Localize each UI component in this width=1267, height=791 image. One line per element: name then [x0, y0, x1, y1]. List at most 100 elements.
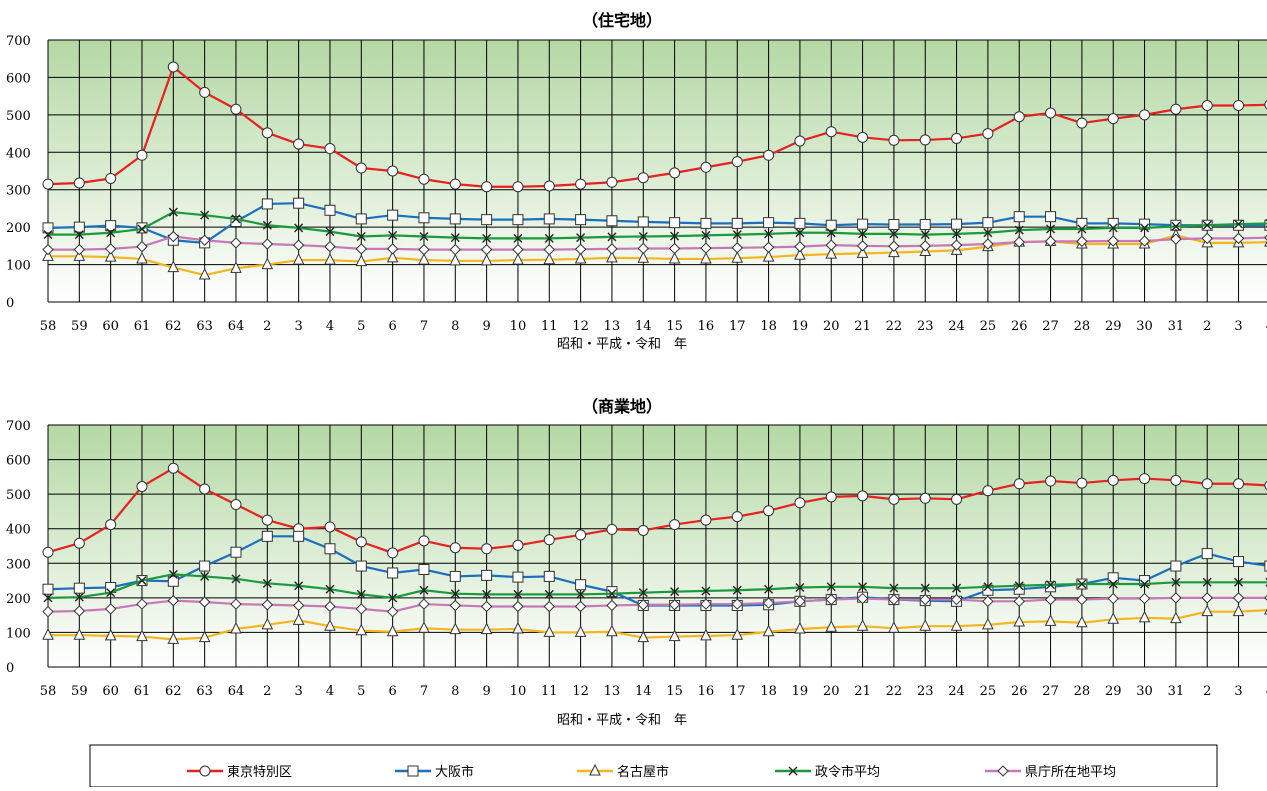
- commercial-x-tick-label: 30: [1136, 684, 1153, 699]
- commercial-series-4-point: [324, 600, 336, 613]
- commercial-series-3-point: [1234, 577, 1244, 587]
- residential-series-2-point: [73, 249, 86, 261]
- residential-series-4-point: [543, 243, 555, 256]
- commercial-series-3-point: [325, 584, 335, 594]
- commercial-series-2-point: [480, 622, 493, 635]
- commercial-series-4-point: [668, 599, 681, 611]
- commercial-series-1-point: [1013, 583, 1025, 595]
- residential-y-tick-label: 300: [6, 184, 31, 199]
- residential-y-tick-label: 100: [6, 259, 31, 274]
- commercial-series-4-point: [1232, 592, 1245, 604]
- residential-series-3-point: [356, 232, 366, 241]
- commercial-series-0-point: [857, 490, 869, 502]
- residential-series-1-point: [1013, 211, 1025, 223]
- residential-x-tick-label: 12: [572, 319, 589, 334]
- commercial-x-tick-label: 63: [196, 684, 213, 699]
- commercial-series-3-point: [106, 588, 116, 598]
- commercial-series-2-point: [449, 622, 462, 635]
- residential-series-3-point: [607, 232, 617, 242]
- commercial-series-1-point: [1233, 556, 1245, 568]
- commercial-series-0-point: [1233, 478, 1245, 490]
- legend-item-3: 政令市平均: [775, 764, 880, 780]
- residential-series-2-point: [731, 251, 744, 263]
- commercial-series-2-point: [606, 624, 618, 637]
- commercial-x-tick-label: 26: [1011, 684, 1028, 699]
- residential-x-tick-label: 13: [604, 319, 621, 334]
- commercial-series-0-point: [951, 493, 963, 505]
- commercial-series-2-point: [198, 630, 211, 643]
- residential-x-tick-label: 4: [1266, 319, 1267, 334]
- commercial-series-1-point: [261, 530, 273, 542]
- commercial-series-4-point: [136, 598, 148, 610]
- residential-series-2-point: [292, 252, 305, 265]
- commercial-series-4-point: [104, 603, 117, 615]
- commercial-series-3-point: [1046, 580, 1056, 590]
- legend-item-2: 名古屋市: [577, 763, 669, 780]
- commercial-series-1-point: [449, 570, 461, 582]
- commercial-series-3-point: [607, 589, 617, 599]
- commercial-series-0-point: [637, 524, 649, 536]
- residential-series-4-point: [136, 240, 148, 253]
- commercial-y-tick-label: 400: [6, 523, 31, 538]
- commercial-series-2-point: [230, 621, 242, 634]
- commercial-series-3-point: [482, 589, 492, 599]
- commercial-series-2-point: [386, 624, 399, 637]
- residential-series-1-point: [888, 219, 900, 231]
- residential-series-4-point: [449, 243, 461, 256]
- residential-series-3-point: [74, 230, 84, 240]
- commercial-series-4-point: [888, 593, 900, 606]
- commercial-series-3-point: [826, 582, 836, 592]
- residential-series-1-point: [293, 197, 305, 209]
- commercial-series-0-point: [1013, 478, 1025, 490]
- commercial-series-4-point: [1170, 592, 1182, 604]
- residential-series-4-point: [919, 240, 931, 252]
- commercial-series-1-point: [293, 530, 305, 542]
- residential-series-4-point: [762, 241, 775, 254]
- residential-series-3-point: [889, 229, 899, 239]
- commercial-series-1-point: [355, 560, 367, 572]
- commercial-series-4-point: [919, 593, 931, 606]
- commercial-series-1-point: [199, 560, 211, 572]
- residential-y-tick-label: 700: [6, 34, 31, 49]
- residential-x-tick-label: 15: [666, 319, 683, 334]
- residential-x-tick-label: 17: [729, 319, 746, 334]
- residential-series-3-point: [1077, 224, 1087, 234]
- commercial-series-4-point: [1013, 595, 1025, 608]
- commercial-series-3-point: [137, 576, 147, 586]
- residential-series-3-point: [1140, 223, 1150, 233]
- residential-series-4-point: [480, 243, 493, 256]
- residential-series-4-point: [230, 237, 242, 249]
- residential-series-4-line: [48, 235, 1267, 251]
- commercial-series-0-point: [543, 534, 555, 546]
- residential-x-tick-label: 5: [357, 319, 365, 334]
- residential-series-4-point: [1170, 233, 1182, 245]
- commercial-series-4-point: [1201, 592, 1213, 604]
- commercial-y-tick-label: 500: [6, 488, 31, 503]
- commercial-series-3-point: [764, 584, 774, 594]
- residential-series-4-point: [982, 238, 994, 250]
- residential-series-0-point: [669, 167, 681, 179]
- commercial-series-0-point: [825, 491, 837, 503]
- commercial-series-1-point: [1045, 581, 1057, 593]
- residential-series-3-point: [262, 220, 272, 230]
- residential-x-tick-label: 21: [854, 319, 871, 334]
- commercial-series-3-point: [576, 589, 586, 599]
- commercial-series-2-point: [637, 630, 650, 643]
- residential-series-3-point: [1014, 225, 1024, 235]
- commercial-x-tick-label: 14: [635, 684, 652, 699]
- residential-series-4-point: [1232, 232, 1245, 245]
- commercial-series-3-point: [889, 583, 899, 593]
- residential-series-4-point: [73, 243, 86, 256]
- commercial-x-tick-label: 24: [948, 684, 965, 699]
- commercial-series-4-point: [762, 597, 775, 609]
- residential-x-tick-label: 10: [510, 319, 527, 334]
- residential-series-2-point: [261, 257, 274, 270]
- residential-series-1-point: [763, 217, 775, 229]
- residential-series-1-point: [669, 217, 681, 229]
- residential-series-0-point: [418, 173, 430, 185]
- commercial-series-2-point: [104, 628, 117, 641]
- legend-item-4-label: 県庁所在地平均: [1025, 765, 1116, 780]
- residential-x-tick-label: 58: [40, 319, 57, 334]
- residential-series-0-point: [136, 149, 148, 161]
- residential-series-0-line: [47, 65, 1267, 188]
